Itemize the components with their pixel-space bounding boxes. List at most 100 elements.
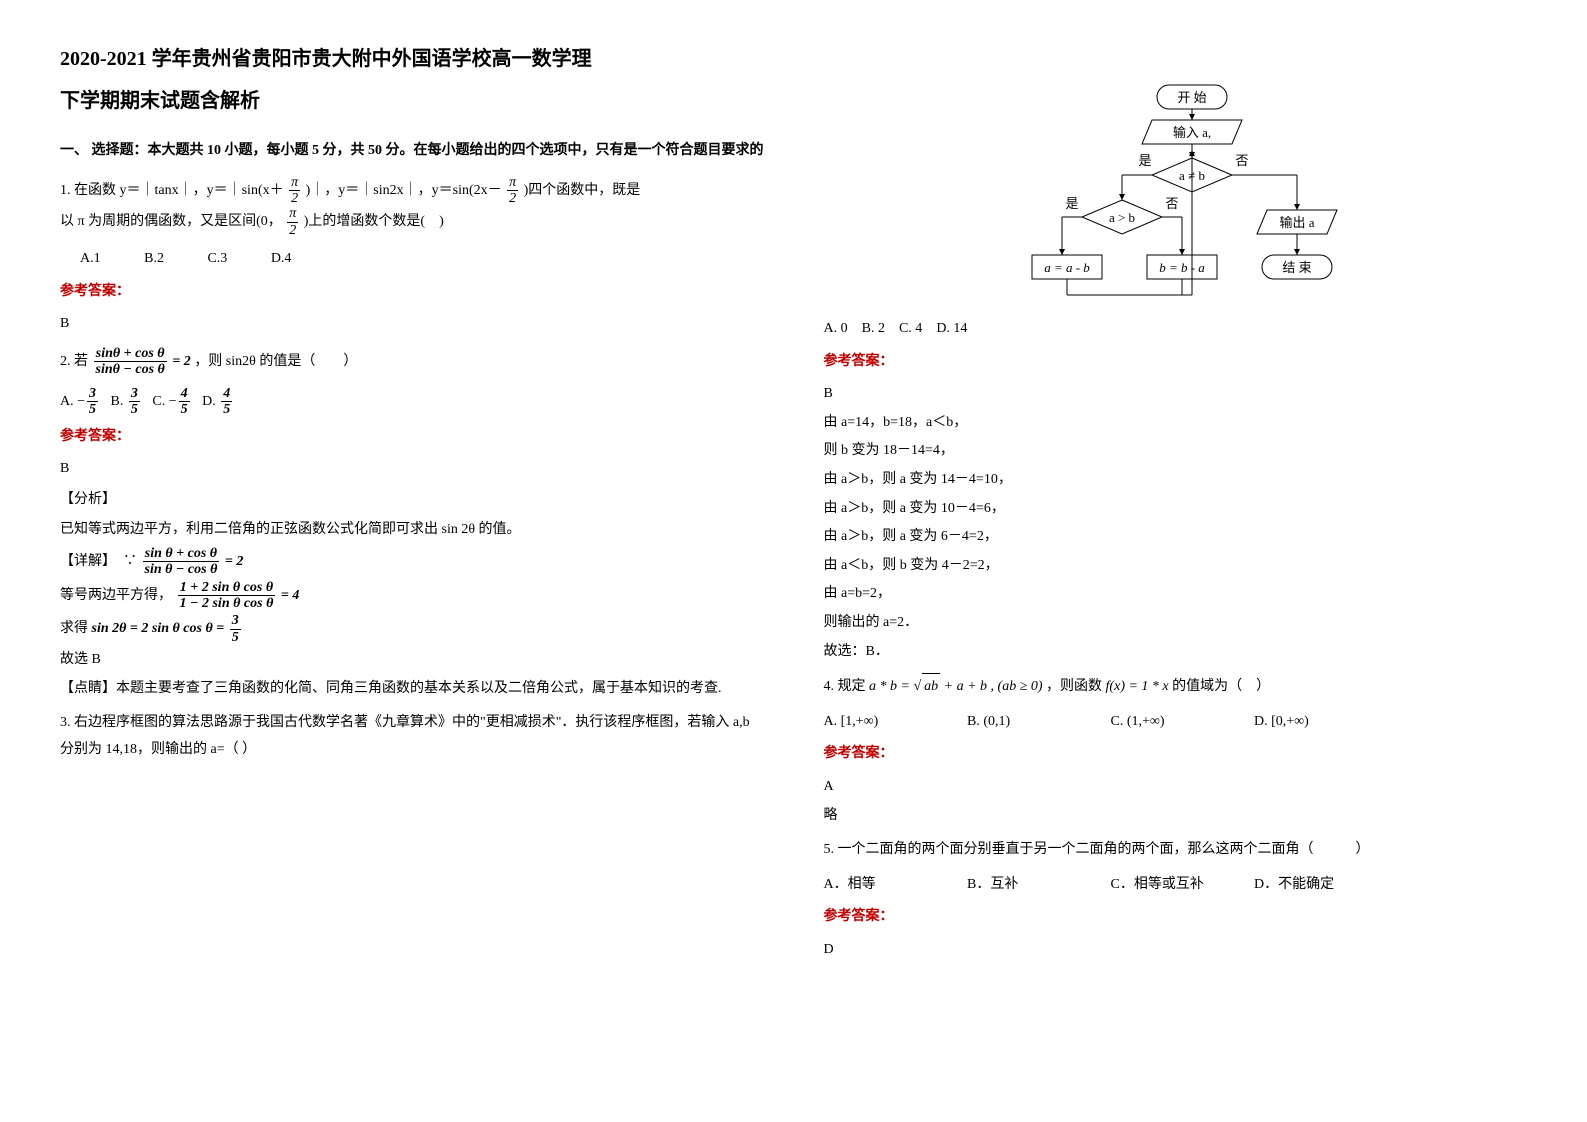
q4-formula2: f(x) = 1 * x — [1106, 679, 1173, 694]
q3-opt-b: B. 2 — [862, 321, 885, 336]
fc-end: 结 束 — [1282, 260, 1311, 275]
q2-analysis-label: 【分析】 — [60, 487, 764, 514]
q5-answer-label: 参考答案： — [824, 904, 1528, 931]
q3-step-2: 由 a＞b，则 a 变为 14－4=10， — [824, 467, 1528, 494]
q4-stem-b: ，则函数 — [1046, 679, 1102, 694]
q1-stem-b: )｜，y＝｜sin2x｜，y＝sin(2x－ — [306, 183, 502, 198]
q2-answer: B — [60, 456, 764, 483]
question-1: 1. 在函数 y＝｜tanx｜，y＝｜sin(x＋ π2 )｜，y＝｜sin2x… — [60, 175, 764, 239]
frac-pi-2-c: π2 — [287, 206, 298, 238]
q4-optB-label: B. — [967, 714, 980, 729]
q3-step-8: 故选：B． — [824, 639, 1528, 666]
q2-result: sin 2θ = 2 sin θ cos θ = — [92, 622, 228, 637]
q4-optD: [0,+∞) — [1271, 714, 1309, 729]
q1-answer: B — [60, 311, 764, 338]
q2-line2: 求得 sin 2θ = 2 sin θ cos θ = 35 — [60, 613, 764, 645]
fc-assign-r: b = b - a — [1159, 260, 1205, 275]
q4-choices: A. [1,+∞) B. (0,1) C. (1,+∞) D. [0,+∞) — [824, 709, 1528, 736]
q2-choices: A. −35 B. 35 C. −45 D. 45 — [60, 386, 764, 418]
fc-start: 开 始 — [1177, 90, 1206, 105]
fc-no1: 否 — [1235, 153, 1248, 168]
section-head: 一、 选择题：本大题共 10 小题，每小题 5 分，共 50 分。在每小题给出的… — [60, 138, 764, 165]
q2-opt-c: C. — [152, 394, 165, 409]
q3-step-0: 由 a=14，b=18，a＜b， — [824, 410, 1528, 437]
q2-line3: 故选 B — [60, 647, 764, 674]
q2-analysis-text: 已知等式两边平方，利用二倍角的正弦函数公式化简即可求出 sin 2θ 的值。 — [60, 517, 764, 544]
q4-optC: (1,+∞) — [1127, 714, 1165, 729]
q1-opt-c: C.3 — [207, 251, 227, 266]
q4-formula1: a * b = √ab + a + b , (ab ≥ 0) — [869, 679, 1043, 694]
q5-optC: C．相等或互补 — [1111, 872, 1251, 899]
q5-optD: D．不能确定 — [1254, 872, 1394, 899]
q2-opt-a: A. — [60, 394, 74, 409]
q4-optA-label: A. — [824, 714, 838, 729]
q4-answer-label: 参考答案： — [824, 741, 1528, 768]
q1-stem-a: 1. 在函数 y＝｜tanx｜，y＝｜sin(x＋ — [60, 183, 284, 198]
question-5: 5. 一个二面角的两个面分别垂直于另一个二面角的两个面，那么这两个二面角（ ） — [824, 837, 1528, 864]
q2-opt-d: D. — [202, 394, 216, 409]
q2-answer-label: 参考答案： — [60, 424, 764, 451]
neg-a: − — [77, 394, 85, 409]
question-2: 2. 若 sinθ + cos θ sinθ − cos θ = 2 ，则 si… — [60, 346, 764, 378]
fc-output: 输出 a — [1279, 215, 1314, 230]
q3-step-1: 则 b 变为 18－14=4， — [824, 438, 1528, 465]
q2-stem-a: 2. 若 — [60, 354, 88, 369]
q3-opt-a: A. 0 — [824, 321, 848, 336]
right-column: 开 始 输入 a, a ≠ b 是 否 输出 a 结 束 a > b 是 — [824, 40, 1528, 1082]
frac-35-a: 35 — [87, 386, 98, 418]
q3-step-6: 由 a=b=2， — [824, 581, 1528, 608]
q2-eq3: = 4 — [281, 588, 299, 603]
q4-optA: [1,+∞) — [841, 714, 879, 729]
fc-cond2: a > b — [1109, 210, 1135, 225]
q3-answer-label: 参考答案： — [824, 349, 1528, 376]
q3-step-5: 由 a＜b，则 b 变为 4－2=2， — [824, 553, 1528, 580]
q1-choices: A.1 B.2 C.3 D.4 — [80, 246, 764, 273]
q5-choices: A．相等 B．互补 C．相等或互补 D．不能确定 — [824, 872, 1528, 899]
q3-step-4: 由 a＞b，则 a 变为 6－4=2， — [824, 524, 1528, 551]
q1-opt-a: A.1 — [80, 251, 101, 266]
frac-35-r: 35 — [230, 613, 241, 645]
doc-subtitle: 下学期期末试题含解析 — [60, 82, 764, 120]
frac-35-b: 35 — [129, 386, 140, 418]
left-column: 2020-2021 学年贵州省贵阳市贵大附中外国语学校高一数学理 下学期期末试题… — [60, 40, 764, 1082]
q3-step-3: 由 a＞b，则 a 变为 10－4=6， — [824, 496, 1528, 523]
q2-eq2: = 2 — [225, 554, 243, 569]
q2-line1: 等号两边平方得， 1 + 2 sin θ cos θ 1 − 2 sin θ c… — [60, 580, 764, 612]
q2-line2-text: 求得 — [60, 622, 88, 637]
flowchart: 开 始 输入 a, a ≠ b 是 否 输出 a 结 束 a > b 是 — [1027, 80, 1377, 340]
neg-c: − — [169, 394, 177, 409]
q2-detail-label: 【详解】 — [60, 554, 116, 569]
fc-yes2: 是 — [1065, 196, 1078, 211]
q3-opt-c: C. 4 — [899, 321, 922, 336]
q2-opt-b: B. — [111, 394, 124, 409]
q2-point: 【点睛】本题主要考查了三角函数的化简、同角三角函数的基本关系以及二倍角公式，属于… — [60, 676, 764, 703]
fc-no2: 否 — [1165, 196, 1178, 211]
q5-optB: B．互补 — [967, 872, 1107, 899]
q4-stem-c: 的值域为（ ） — [1172, 679, 1270, 694]
q1-stem-d: 以 π 为周期的偶函数，又是区间(0， — [60, 214, 282, 229]
q2-detail: 【详解】 ∵ sin θ + cos θ sin θ − cos θ = 2 — [60, 546, 764, 578]
q3-step-7: 则输出的 a=2． — [824, 610, 1528, 637]
q2-line1-text: 等号两边平方得， — [60, 588, 172, 603]
q2-eq: = 2 — [172, 354, 190, 369]
doc-title: 2020-2021 学年贵州省贵阳市贵大附中外国语学校高一数学理 — [60, 40, 764, 78]
q1-opt-d: D.4 — [271, 251, 292, 266]
q4-optB: (0,1) — [983, 714, 1010, 729]
q5-optA: A．相等 — [824, 872, 964, 899]
fc-assign-l: a = a - b — [1044, 260, 1090, 275]
q5-answer: D — [824, 937, 1528, 964]
q4-optD-label: D. — [1254, 714, 1268, 729]
q4-extra: 略 — [824, 803, 1528, 830]
q2-stem-b: ，则 sin2θ 的值是（ ） — [194, 354, 357, 369]
q2-frac-detail: sin θ + cos θ sin θ − cos θ — [143, 546, 220, 578]
q1-answer-label: 参考答案： — [60, 279, 764, 306]
question-4: 4. 规定 a * b = √ab + a + b , (ab ≥ 0) ，则函… — [824, 673, 1528, 701]
q1-stem-e: )上的增函数个数是( ) — [304, 214, 444, 229]
q3-answer: B — [824, 381, 1528, 408]
fc-yes1: 是 — [1138, 153, 1151, 168]
q4-optC-label: C. — [1111, 714, 1124, 729]
q2-frac-sq: 1 + 2 sin θ cos θ 1 − 2 sin θ cos θ — [178, 580, 276, 612]
q1-stem-c: )四个函数中，既是 — [524, 183, 641, 198]
frac-45-d: 45 — [221, 386, 232, 418]
fc-input: 输入 a, — [1173, 125, 1211, 140]
